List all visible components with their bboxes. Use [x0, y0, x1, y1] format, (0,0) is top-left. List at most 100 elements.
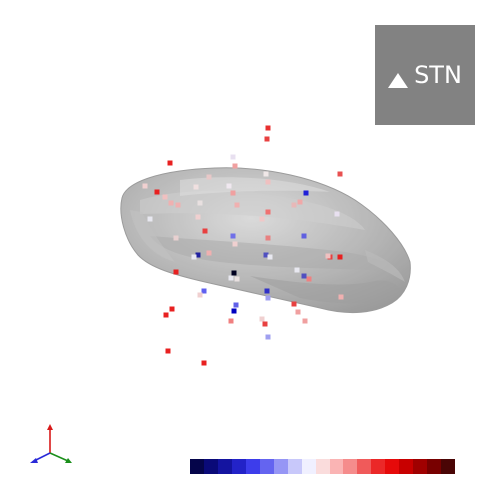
contact-point-marker	[231, 270, 237, 276]
stn-surface-facet	[365, 250, 405, 282]
color-scale-segment	[231, 459, 246, 474]
stn-surface-facet	[130, 210, 175, 262]
color-scale-segment	[385, 459, 400, 474]
x-axis-line	[49, 452, 69, 462]
orientation-axes	[30, 424, 72, 463]
color-scale-segment	[343, 459, 358, 474]
contact-point-marker	[234, 202, 240, 208]
contact-point-marker	[325, 253, 331, 259]
color-scale-segment	[203, 459, 218, 474]
contact-point-marker	[291, 301, 297, 307]
contact-point-marker	[191, 254, 197, 260]
contact-point-marker	[263, 252, 269, 258]
contact-point-marker	[265, 125, 271, 131]
stn-surface-facet	[140, 190, 365, 230]
contact-point-marker	[337, 254, 343, 260]
contact-point-marker	[263, 171, 269, 177]
contact-point-marker	[167, 160, 173, 166]
contact-point-marker	[175, 202, 181, 208]
stn-surface-facet	[180, 177, 330, 196]
color-scale-segment	[413, 459, 428, 474]
contact-point-marker	[197, 292, 203, 298]
contact-point-marker	[195, 214, 201, 220]
contact-point-marker	[338, 294, 344, 300]
contact-point-marker	[230, 233, 236, 239]
contact-point-marker	[301, 273, 307, 279]
contact-point-marker	[265, 295, 271, 301]
contact-point-marker	[173, 269, 179, 275]
contact-point-marker	[142, 183, 148, 189]
contact-point-marker	[264, 136, 270, 142]
color-scale-segment	[287, 459, 302, 474]
contact-point-marker	[265, 209, 271, 215]
color-scale-segment	[371, 459, 386, 474]
contact-point-marker	[232, 241, 238, 247]
z-axis-arrow-icon	[47, 424, 53, 430]
color-scale-segment	[315, 459, 330, 474]
contact-point-marker	[231, 308, 237, 314]
contact-point-marker	[301, 233, 307, 239]
contact-point-marker	[147, 216, 153, 222]
contact-point-marker	[265, 334, 271, 340]
contact-point-marker	[201, 288, 207, 294]
contact-point-marker	[197, 200, 203, 206]
x-axis-arrow-icon	[65, 458, 72, 463]
color-scale-segment	[357, 459, 372, 474]
contact-point-marker	[337, 171, 343, 177]
contact-point-marker	[193, 184, 199, 190]
contact-point-marker	[267, 254, 273, 260]
contact-point-marker	[334, 211, 340, 217]
contact-point-marker	[228, 318, 234, 324]
color-scale-segment	[273, 459, 288, 474]
contact-point-marker	[169, 306, 175, 312]
contact-point-marker	[265, 179, 271, 185]
contact-point-marker	[201, 360, 207, 366]
contact-point-marker	[195, 252, 201, 258]
contact-point-marker	[259, 216, 265, 222]
contact-point-marker	[168, 200, 174, 206]
contact-point-marker	[297, 199, 303, 205]
contact-point-marker	[262, 321, 268, 327]
y-axis-arrow-icon	[30, 458, 38, 463]
contact-point-marker	[264, 288, 270, 294]
contact-point-marker	[295, 309, 301, 315]
color-scale-segment	[301, 459, 316, 474]
contact-point-marker	[302, 318, 308, 324]
color-scale-segment	[427, 459, 442, 474]
contact-point-marker	[228, 275, 234, 281]
contact-point-marker	[294, 267, 300, 273]
contact-point-marker	[303, 190, 309, 196]
color-scale-bar	[190, 459, 456, 474]
contact-point-marker	[206, 174, 212, 180]
stn-surface-facet	[150, 236, 400, 272]
color-scale-segment	[441, 459, 456, 474]
contact-points	[142, 125, 344, 366]
contact-point-marker	[162, 194, 168, 200]
contact-point-marker	[202, 228, 208, 234]
color-scale-segment	[329, 459, 344, 474]
color-scale-segment	[245, 459, 260, 474]
color-scale-segment	[217, 459, 232, 474]
structure-label: STN	[414, 61, 462, 89]
color-scale-segment	[190, 459, 204, 474]
contact-point-marker	[154, 189, 160, 195]
contact-point-marker	[233, 302, 239, 308]
contact-point-marker	[163, 312, 169, 318]
contact-point-marker	[206, 250, 212, 256]
contact-point-marker	[230, 190, 236, 196]
contact-point-marker	[306, 276, 312, 282]
contact-point-marker	[234, 276, 240, 282]
contact-point-marker	[259, 316, 265, 322]
contact-point-marker	[173, 235, 179, 241]
stn-toggle-button[interactable]: STN	[375, 25, 475, 125]
contact-point-marker	[265, 235, 271, 241]
contact-point-marker	[226, 183, 232, 189]
stn-surface-facet	[250, 276, 400, 304]
color-scale-segment	[259, 459, 274, 474]
y-axis-line	[33, 452, 51, 462]
triangle-up-icon	[388, 72, 409, 88]
contact-point-marker	[165, 348, 171, 354]
contact-point-marker	[291, 202, 297, 208]
